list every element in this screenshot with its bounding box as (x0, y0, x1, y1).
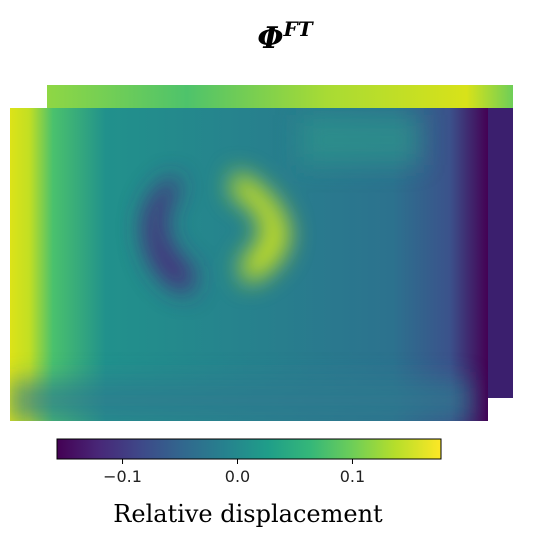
title-symbol: Φ (257, 21, 283, 56)
tick-label: 0.0 (225, 467, 250, 486)
chart-title: ΦFT (257, 17, 314, 56)
title-superscript: FT (283, 17, 315, 41)
colorbar (56, 438, 442, 460)
tick-label: 0.1 (340, 467, 365, 486)
colorbar-label: Relative displacement (113, 500, 383, 528)
front-panel (10, 108, 488, 421)
colorbar-ticks: −0.1 0.0 0.1 (103, 459, 365, 486)
tick-label: −0.1 (103, 467, 142, 486)
